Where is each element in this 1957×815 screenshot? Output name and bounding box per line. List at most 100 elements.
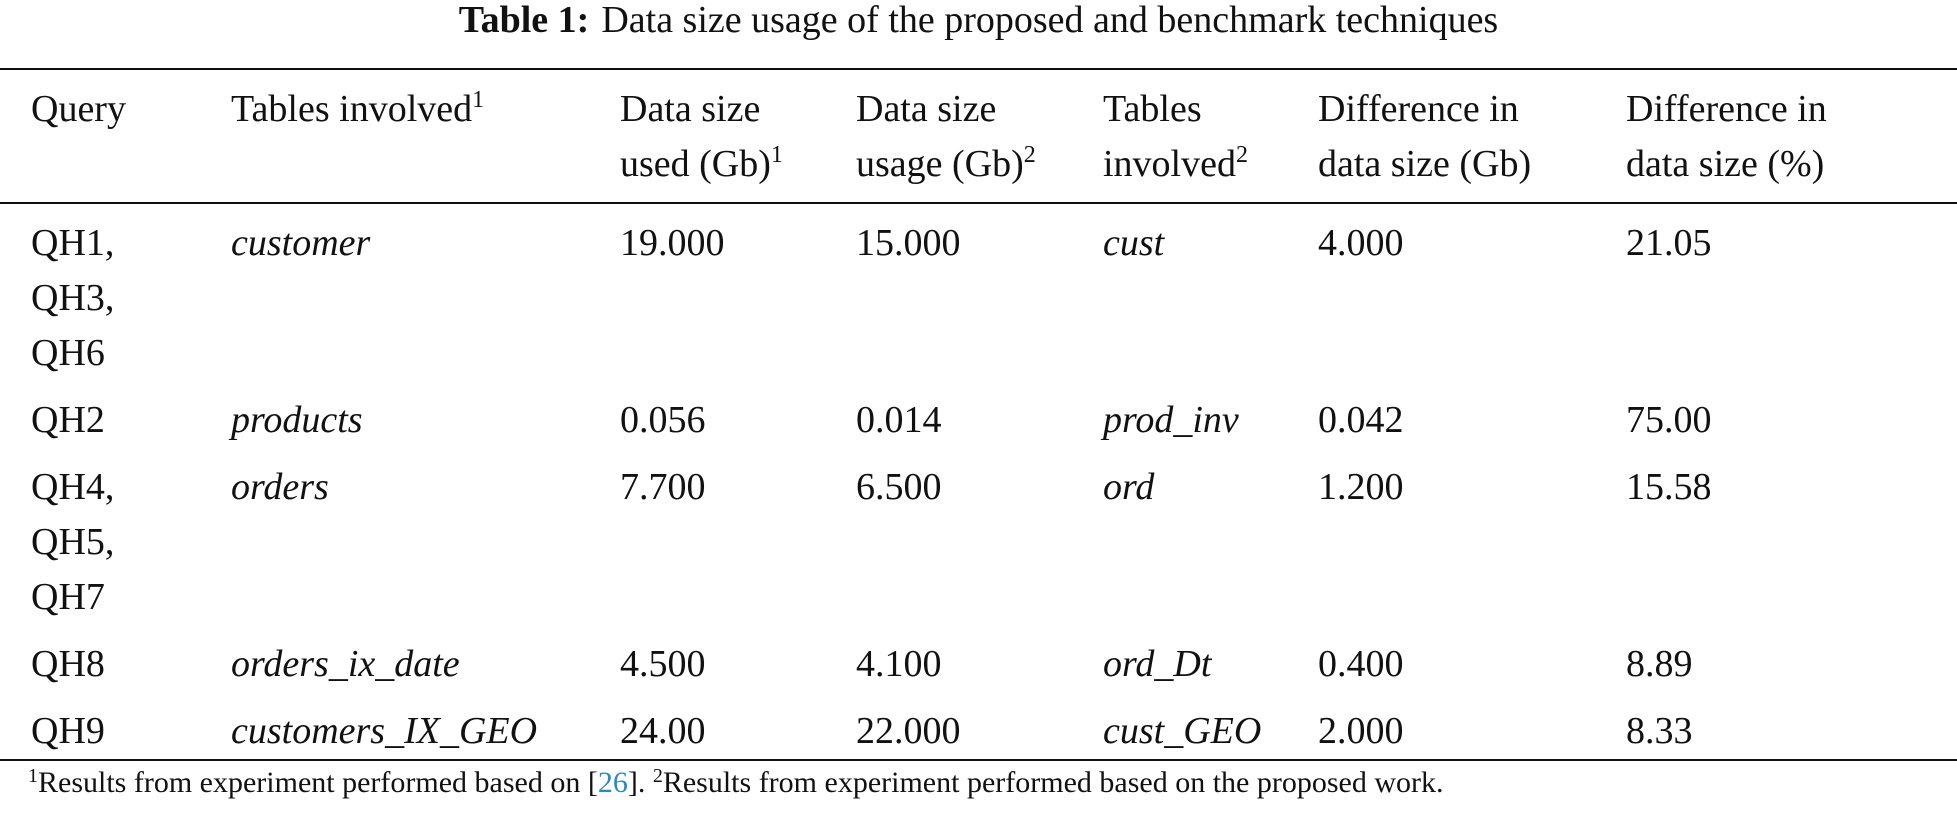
table-cell: orders [231,448,620,625]
header-row: Query Tables involved1 Data size used (Gb)1… [0,69,1957,203]
header-text: Difference in [1626,88,1827,130]
header-text: Data size [856,88,997,130]
cell-text: 8.33 [1626,710,1693,752]
header-sup: 1 [472,87,485,113]
table-body: QH1, QH3, QH6 customer 19.000 15.000 cust 4.000… [0,203,1957,760]
footnote-sup: 1 [28,765,38,787]
cell-text: 22.000 [856,710,961,752]
table-cell: 15.000 [856,203,1103,381]
cell-text: 4.000 [1318,222,1404,264]
cell-text: 75.00 [1626,399,1712,441]
table-cell: orders_ix_date [231,625,620,692]
table-cell: 7.700 [620,448,856,625]
header-cell: Data size usage (Gb)2 [856,69,1103,203]
footnote-sup: 2 [652,765,663,787]
cell-text: ord_Dt [1103,643,1212,685]
cell-text: cust_GEO [1103,710,1262,752]
data-table: Query Tables involved1 Data size used (Gb)1… [0,68,1957,761]
cell-text: customer [231,222,371,264]
query-id: QH4, [31,466,115,508]
cell-text: 8.89 [1626,643,1693,685]
header-text: involved [1103,143,1236,185]
table-row: QH4, QH5, QH7 orders 7.700 6.500 ord 1.200 15.58 [0,448,1957,625]
header-sup: 2 [1023,142,1036,168]
table-row: QH1, QH3, QH6 customer 19.000 15.000 cust 4.000… [0,203,1957,381]
table-cell: 24.00 [620,692,856,760]
header-sup: 2 [1235,142,1248,168]
cell-text: products [231,399,363,441]
header-cell: Query [0,69,231,203]
table-cell: customers_IX_GEO [231,692,620,760]
header-text: data size (%) [1626,143,1825,185]
table-cell: 4.000 [1318,203,1626,381]
table-row: QH2 products 0.056 0.014 prod_inv 0.042 75.00 [0,381,1957,448]
cell-text: 4.500 [620,643,706,685]
table-cell: 0.014 [856,381,1103,448]
table-title: Table 1: Data size usage of the proposed … [0,0,1957,40]
header-text: Query [31,88,126,130]
footnote-text: Results from experiment performed based … [38,766,598,799]
cell-text: orders_ix_date [231,643,460,685]
table-cell: customer [231,203,620,381]
header-cell: Tables involved2 [1103,69,1318,203]
header-text: Tables involved [231,88,473,130]
table-cell: 4.100 [856,625,1103,692]
query-id: QH1, [31,222,115,264]
table-cell: QH4, QH5, QH7 [0,448,231,625]
query-id: QH9 [31,710,105,752]
query-id: QH7 [31,576,105,618]
cell-text: prod_inv [1103,399,1239,441]
table-cell: 0.056 [620,381,856,448]
cell-text: 6.500 [856,466,942,508]
cell-text: 0.042 [1318,399,1404,441]
header-cell: Data size used (Gb)1 [620,69,856,203]
table-cell: products [231,381,620,448]
table-row: QH9 customers_IX_GEO 24.00 22.000 cust_GEO 2.… [0,692,1957,760]
table-cell: QH9 [0,692,231,760]
table-cell: QH1, QH3, QH6 [0,203,231,381]
table-row: QH8 orders_ix_date 4.500 4.100 ord_Dt 0.400 8.… [0,625,1957,692]
table-cell: 0.400 [1318,625,1626,692]
cell-text: 2.000 [1318,710,1404,752]
query-id: QH5, [31,521,115,563]
header-text: Tables [1103,88,1202,130]
table-cell: 6.500 [856,448,1103,625]
cell-text: 0.056 [620,399,706,441]
query-id: QH6 [31,332,105,374]
table-cell: QH8 [0,625,231,692]
query-id: QH3, [31,277,115,319]
table-cell: cust [1103,203,1318,381]
header-cell: Tables involved1 [231,69,620,203]
table-cell: 2.000 [1318,692,1626,760]
table-cell: 4.500 [620,625,856,692]
table-cell: 1.200 [1318,448,1626,625]
title-text: Data size usage of the proposed and benc… [601,0,1499,41]
table-cell: 8.33 [1626,692,1957,760]
table-cell: prod_inv [1103,381,1318,448]
footnote-text: ]. [627,766,653,799]
cell-text: 1.200 [1318,466,1404,508]
cell-text: 0.014 [856,399,942,441]
footnote: 1Results from experiment performed based… [0,761,1957,805]
table-cell: 0.042 [1318,381,1626,448]
table-cell: cust_GEO [1103,692,1318,760]
cell-text: 24.00 [620,710,706,752]
cell-text: 19.000 [620,222,725,264]
cell-text: 15.000 [856,222,961,264]
cell-text: 7.700 [620,466,706,508]
cell-text: cust [1103,222,1165,264]
footnote-text: Results from experiment performed based … [662,766,1444,799]
table-cell: 22.000 [856,692,1103,760]
header-cell: Difference in data size (Gb) [1318,69,1626,203]
header-text: used (Gb) [620,143,771,185]
table-cell: ord_Dt [1103,625,1318,692]
cell-text: 21.05 [1626,222,1712,264]
table-cell: 21.05 [1626,203,1957,381]
header-text: data size (Gb) [1318,143,1532,185]
reference-link[interactable]: 26 [597,766,628,799]
cell-text: 0.400 [1318,643,1404,685]
header-text: Difference in [1318,88,1519,130]
header-text: usage (Gb) [856,143,1024,185]
header-cell: Difference in data size (%) [1626,69,1957,203]
